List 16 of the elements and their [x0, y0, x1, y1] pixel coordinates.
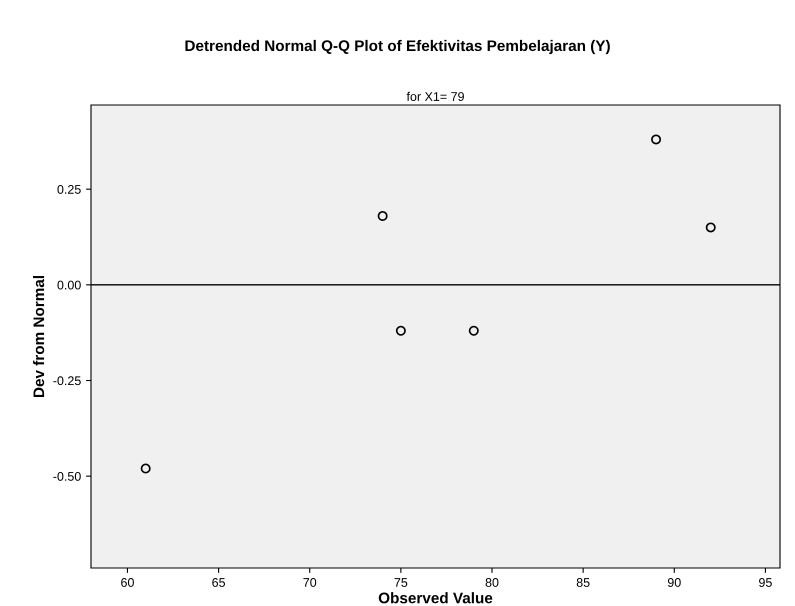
x-tick-label: 65	[212, 578, 226, 587]
x-tick-label: 60	[121, 578, 134, 587]
chart-subtitle: for X1= 79	[406, 92, 464, 101]
chart-title: Detrended Normal Q-Q Plot of Efektivitas Pembelajaran (Y)	[185, 40, 610, 54]
y-tick-label: 0.25	[57, 184, 81, 194]
x-tick-label: 80	[486, 578, 498, 587]
y-tick-label: 0.00	[57, 280, 81, 290]
y-tick-label: -0.50	[53, 472, 81, 481]
x-axis-title: Observed Value	[378, 592, 492, 604]
x-tick-label: 70	[303, 578, 316, 587]
x-tick-label: 85	[576, 578, 590, 587]
x-tick-label: 90	[668, 578, 681, 587]
y-axis-title: Dev from Normal	[32, 276, 44, 398]
x-tick-label: 95	[759, 578, 772, 587]
y-tick-label: -0.25	[53, 376, 81, 386]
x-tick-label: 75	[394, 578, 408, 587]
